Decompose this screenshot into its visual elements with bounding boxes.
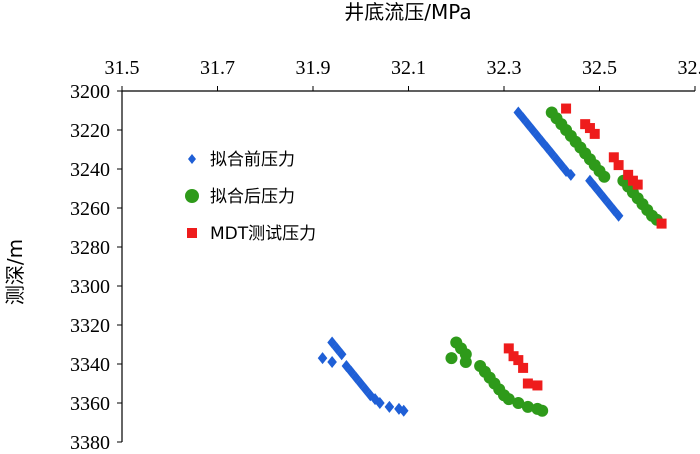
x-tick-label: 31.7 bbox=[200, 57, 235, 79]
data-point bbox=[327, 356, 337, 369]
data-point bbox=[502, 393, 515, 406]
data-point bbox=[523, 118, 533, 131]
data-point bbox=[375, 397, 385, 409]
data-point bbox=[341, 359, 352, 372]
y-tick-label: 3260 bbox=[70, 198, 110, 220]
data-point bbox=[589, 128, 600, 139]
y-tick-label: 3340 bbox=[70, 354, 110, 376]
y-tick-label: 3240 bbox=[70, 159, 110, 181]
x-tick-label: 31.5 bbox=[105, 57, 140, 79]
y-tick-labels: 3200 3220 3240 3260 3280 3300 3320 3340 3360 3380 bbox=[70, 81, 110, 454]
x-tick-labels: 31.5 31.7 31.9 32.1 32.3 32.5 32.7 bbox=[105, 57, 700, 79]
data-point bbox=[522, 378, 533, 389]
y-tick-label: 3360 bbox=[70, 393, 110, 415]
legend-label: 拟合后压力 bbox=[210, 187, 295, 207]
data-point bbox=[459, 356, 472, 369]
x-tick-label: 32.5 bbox=[582, 57, 617, 79]
y-tick-label: 3280 bbox=[70, 237, 110, 259]
y-tick-label: 3380 bbox=[70, 432, 110, 454]
data-point bbox=[566, 168, 576, 181]
data-point bbox=[598, 170, 611, 183]
series-1 bbox=[317, 106, 624, 417]
data-point bbox=[445, 352, 458, 365]
data-point bbox=[398, 404, 409, 417]
data-point bbox=[317, 352, 328, 365]
x-tick-label: 31.9 bbox=[296, 57, 331, 79]
data-point bbox=[594, 186, 605, 199]
data-point bbox=[656, 218, 667, 229]
y-axis-title: 测深/m bbox=[3, 239, 27, 305]
data-point bbox=[532, 380, 543, 391]
x-tick-label: 32.1 bbox=[391, 57, 426, 79]
y-tick-label: 3200 bbox=[70, 81, 110, 103]
data-point bbox=[536, 404, 549, 417]
data-point bbox=[546, 147, 557, 160]
data-point bbox=[584, 123, 595, 134]
y-tick-label: 3320 bbox=[70, 315, 110, 337]
data-point bbox=[623, 169, 634, 180]
data-point bbox=[365, 389, 376, 402]
data-point bbox=[632, 179, 643, 190]
y-tick-label: 3300 bbox=[70, 276, 110, 298]
x-tick-label: 32.3 bbox=[487, 57, 522, 79]
legend-marker bbox=[185, 189, 199, 203]
data-point bbox=[521, 400, 534, 413]
data-point bbox=[608, 152, 619, 163]
x-axis-title: 井底流压/MPa bbox=[344, 0, 471, 24]
data-point bbox=[512, 397, 525, 409]
data-point bbox=[503, 343, 514, 354]
data-point bbox=[384, 400, 395, 413]
data-point bbox=[336, 348, 347, 361]
x-tick-label: 32.7 bbox=[678, 57, 700, 79]
legend-label: 拟合前压力 bbox=[210, 150, 295, 170]
series-3 bbox=[503, 103, 667, 391]
axes bbox=[117, 86, 696, 443]
data-points bbox=[317, 103, 667, 417]
legend-marker bbox=[188, 154, 196, 164]
legend-label: MDT测试压力 bbox=[210, 224, 316, 244]
data-point bbox=[360, 383, 371, 396]
data-point bbox=[513, 355, 524, 366]
data-point bbox=[613, 160, 624, 171]
data-point bbox=[613, 209, 624, 222]
data-point bbox=[518, 362, 529, 373]
y-tick-label: 3220 bbox=[70, 120, 110, 142]
data-point bbox=[561, 103, 572, 114]
legend-marker bbox=[187, 228, 197, 238]
